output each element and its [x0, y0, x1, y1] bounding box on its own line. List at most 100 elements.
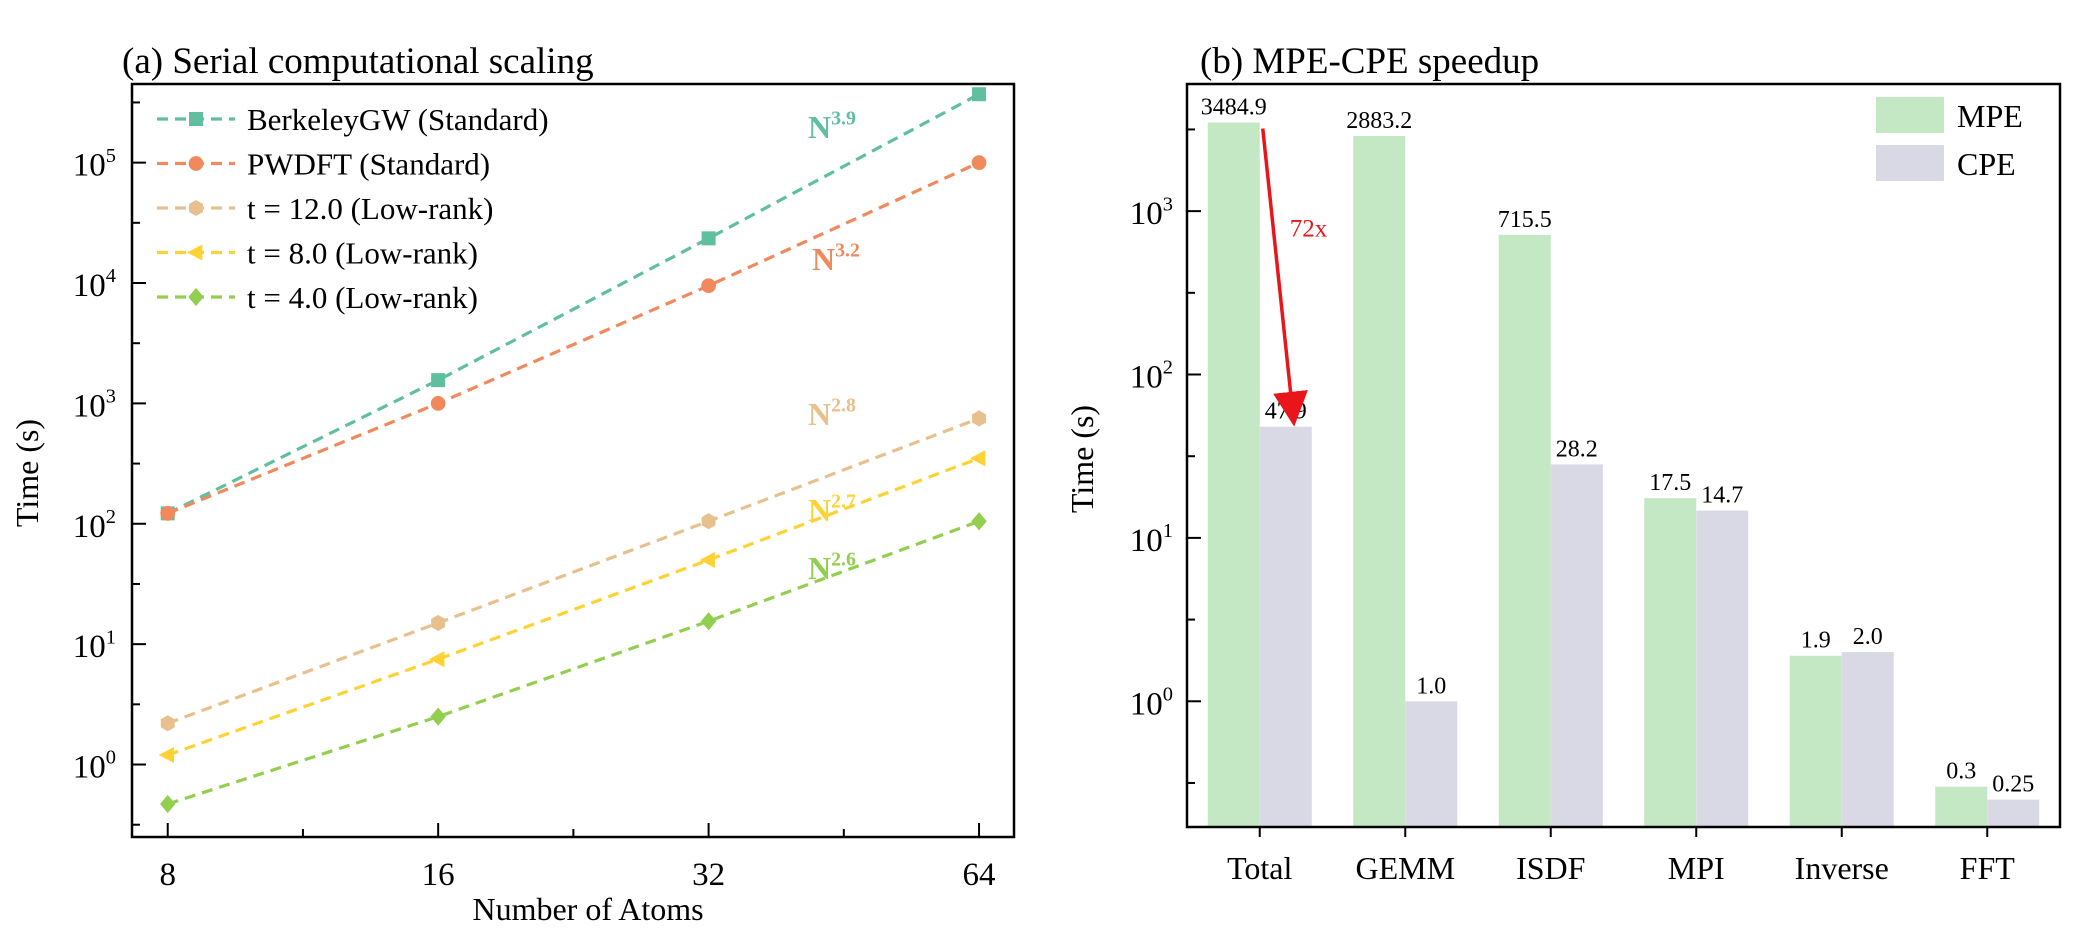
chart-b-speedup-annotation: 72x [1261, 128, 1328, 427]
legend-item: t = 12.0 (Low-rank) [157, 191, 493, 226]
x-tick-label: 16 [422, 857, 455, 893]
chart-a-x-axis: 8 16 32 64 [159, 823, 996, 893]
legend-label: MPE [1957, 98, 2023, 134]
slope-label: N2.7 [808, 491, 856, 528]
data-point-marker [188, 156, 204, 171]
bar-value-label: 2.0 [1853, 624, 1883, 650]
legend-label: BerkeleyGW (Standard) [247, 102, 549, 137]
speedup-chart: (b) MPE-CPE speedup 3484.9 2883.2 715.5 17.… [1064, 41, 2062, 886]
chart-a-series-group [158, 87, 987, 814]
bar-cpe [1987, 799, 2040, 827]
bar-value-label: 28.2 [1556, 436, 1598, 462]
chart-a-y-axis: 100 101 102 103 104 105 [73, 101, 146, 826]
legend-swatch [1876, 97, 1944, 133]
data-point-marker [431, 614, 446, 631]
chart-b-frame [1185, 82, 2062, 829]
x-tick-label: 8 [159, 857, 176, 893]
slope-label: N2.8 [808, 395, 856, 432]
data-point-marker [972, 410, 987, 427]
data-point-marker [429, 651, 445, 668]
data-point-marker [188, 287, 204, 307]
data-point-marker [701, 231, 716, 246]
y-tick-label: 101 [1130, 520, 1173, 559]
data-point-marker [430, 396, 446, 411]
data-point-marker [160, 794, 176, 814]
y-tick-label: 105 [73, 145, 116, 184]
legend-item: t = 4.0 (Low-rank) [157, 280, 478, 315]
data-point-marker [160, 715, 175, 732]
speedup-label: 72x [1290, 216, 1328, 243]
bar-mpe [1789, 655, 1842, 827]
bar-cpe [1696, 510, 1749, 827]
legend-item: t = 8.0 (Low-rank) [157, 236, 478, 271]
data-point-marker [430, 707, 446, 726]
slope-label: N3.2 [812, 240, 860, 277]
series-line [167, 92, 980, 515]
bar-value-label: 0.3 [1946, 759, 1976, 785]
chart-b-legend: MPE CPE [1876, 97, 2023, 182]
scaling-chart: (a) Serial computational scaling 1001011… [9, 41, 1016, 927]
series-3 [158, 450, 986, 764]
data-point-marker [699, 551, 715, 569]
bar-mpe [1207, 122, 1260, 828]
legend-label: t = 8.0 (Low-rank) [247, 236, 478, 271]
y-tick-label: 102 [73, 506, 116, 545]
bar-cpe [1405, 701, 1458, 827]
y-tick-label: 102 [1130, 357, 1173, 396]
legend-item: CPE [1876, 145, 2016, 182]
chart-a-title: (a) Serial computational scaling [122, 41, 594, 82]
chart-b-y-axis: 100 101 102 103 [1130, 128, 1201, 784]
legend-label: t = 12.0 (Low-rank) [247, 191, 493, 226]
y-tick-label: 101 [73, 626, 116, 665]
data-point-marker [701, 513, 716, 530]
bar-value-label: 17.5 [1649, 470, 1691, 496]
bar-value-label: 0.25 [1992, 772, 2034, 798]
y-tick-label: 100 [1130, 683, 1173, 722]
bar-value-label: 1.0 [1416, 673, 1446, 699]
chart-a-xlabel: Number of Atoms [472, 891, 703, 927]
series-line [167, 456, 980, 757]
legend-item: BerkeleyGW (Standard) [157, 102, 549, 137]
legend-label: t = 4.0 (Low-rank) [247, 280, 478, 315]
legend-item: PWDFT (Standard) [157, 147, 490, 182]
category-label: Inverse [1795, 850, 1889, 886]
bar-cpe [1550, 464, 1603, 827]
series-line [167, 416, 980, 725]
slope-label: N3.9 [808, 108, 856, 145]
legend-label: PWDFT (Standard) [247, 147, 490, 182]
chart-a-legend: BerkeleyGW (Standard) PWDFT (Standard) t =… [157, 102, 549, 315]
bar-value-label: 3484.9 [1201, 95, 1267, 121]
bar-value-label: 2883.2 [1346, 108, 1412, 134]
chart-b-bar-labels: 3484.9 2883.2 715.5 17.5 1.9 0.3 47.9 1.0 28.2 14… [1201, 95, 2035, 798]
bar-cpe [1841, 652, 1894, 827]
category-label: MPI [1668, 850, 1725, 886]
series-4 [160, 512, 987, 814]
legend-swatch [1876, 145, 1944, 181]
category-label: Total [1227, 850, 1292, 886]
category-label: ISDF [1516, 850, 1585, 886]
data-point-marker [972, 87, 987, 102]
data-point-marker [971, 512, 987, 531]
data-point-marker [701, 278, 716, 294]
data-point-marker [186, 244, 203, 261]
legend-item: MPE [1876, 97, 2023, 134]
series-2 [160, 410, 987, 732]
y-tick-label: 100 [73, 747, 116, 786]
y-tick-label: 103 [1130, 193, 1173, 232]
slope-label: N2.6 [808, 549, 856, 586]
bar-cpe [1259, 426, 1312, 827]
legend-label: CPE [1957, 146, 2016, 182]
chart-a-ylabel: Time (s) [9, 419, 45, 527]
y-tick-label: 104 [73, 265, 116, 304]
data-point-marker [189, 112, 203, 126]
chart-b-title: (b) MPE-CPE speedup [1200, 41, 1539, 82]
bar-value-label: 47.9 [1265, 399, 1307, 425]
data-point-marker [189, 199, 203, 217]
bar-value-label: 1.9 [1801, 628, 1831, 654]
chart-a-slope-labels: N3.9 N3.2 N2.8 N2.7 N2.6 [808, 108, 860, 586]
y-tick-label: 103 [73, 386, 116, 425]
speedup-arrow [1261, 128, 1308, 427]
chart-b-bars [1207, 122, 2040, 828]
x-tick-label: 32 [692, 857, 725, 893]
